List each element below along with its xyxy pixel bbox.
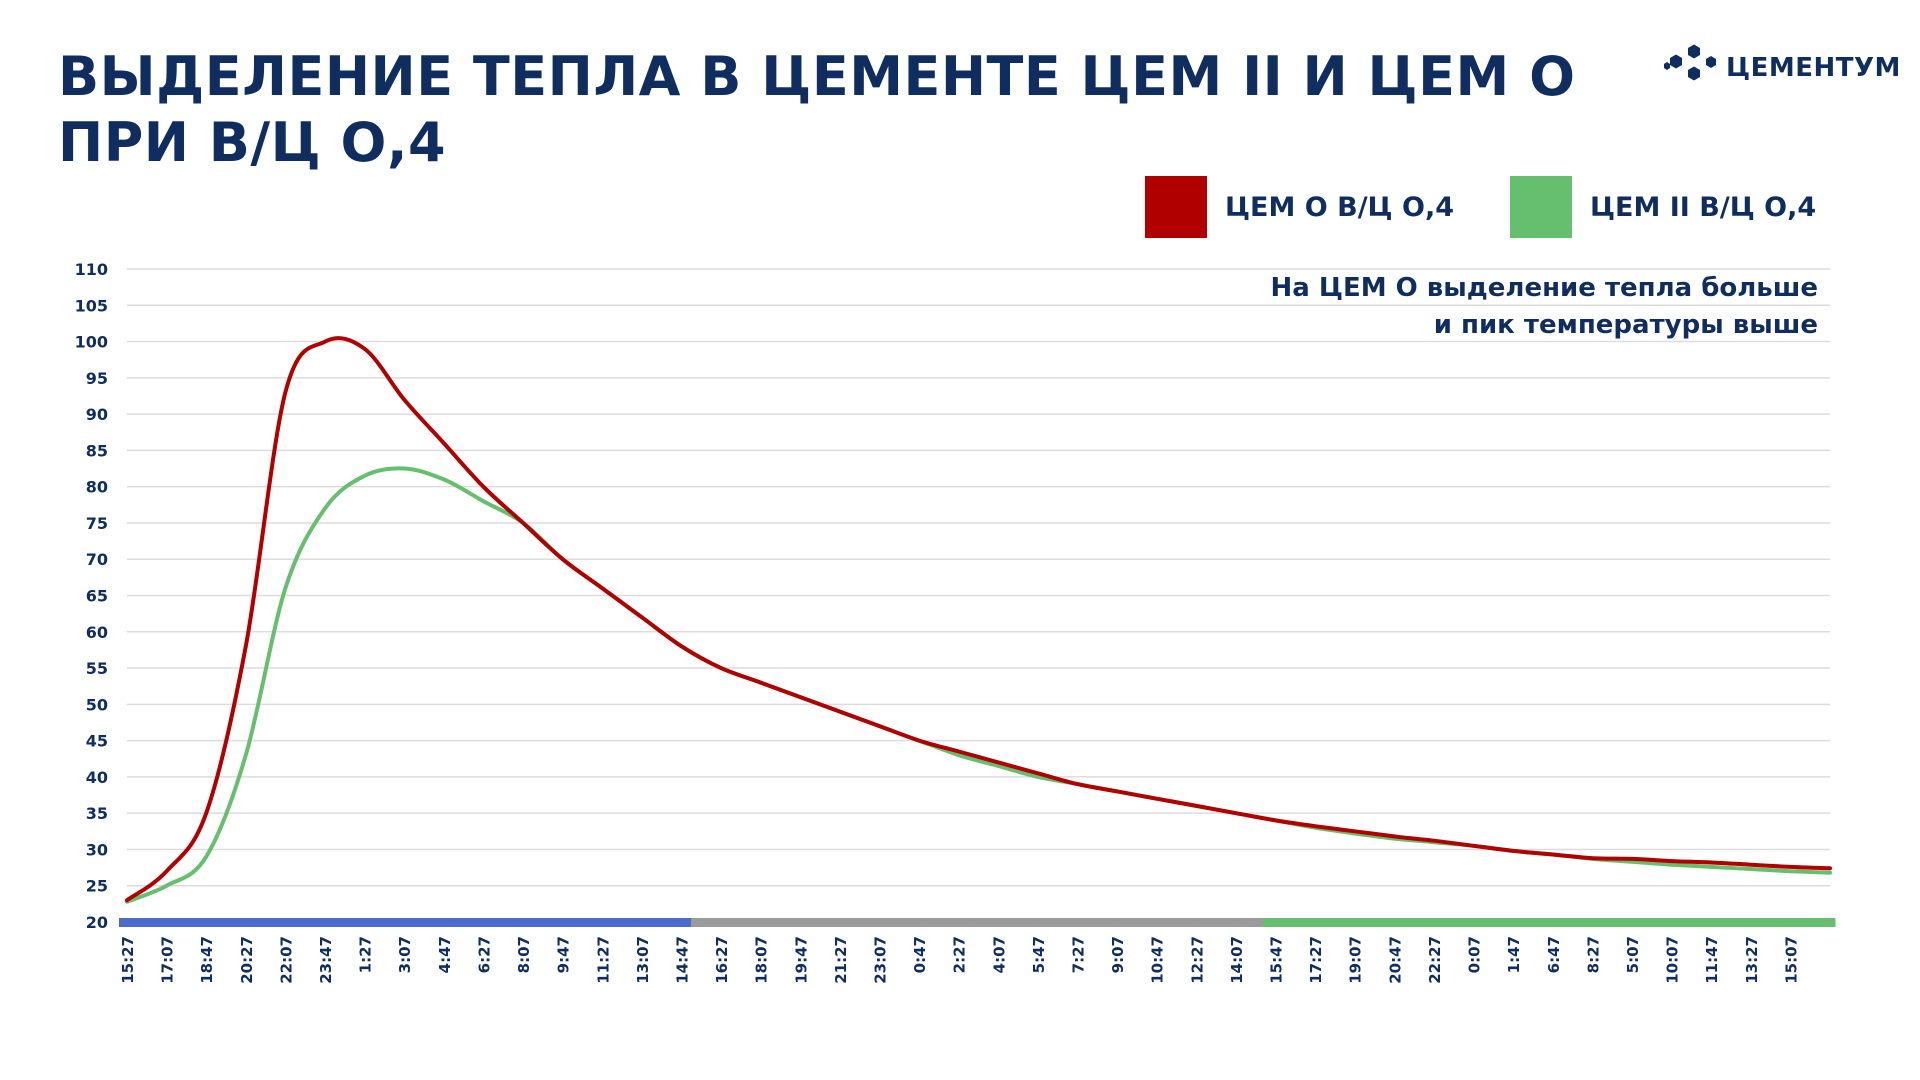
- title-line-1: ВЫДЕЛЕНИЕ ТЕПЛА В ЦЕМЕНТЕ ЦЕМ II И ЦЕМ О: [58, 45, 1576, 108]
- legend-label-cem-2: ЦЕМ II В/Ц О,4: [1590, 191, 1817, 223]
- x-tick-label: 19:07: [1347, 936, 1365, 984]
- logo-text: ЦЕМЕНТУМ: [1726, 53, 1901, 83]
- x-tick-label: 15:47: [1268, 936, 1286, 984]
- x-tick-label: 17:27: [1307, 936, 1325, 984]
- x-tick-label: 22:27: [1426, 936, 1444, 984]
- x-axis-period-bar-segment: [691, 918, 1264, 927]
- x-tick-label: 20:27: [238, 936, 256, 984]
- x-tick-label: 0:47: [911, 936, 929, 973]
- x-tick-label: 19:47: [792, 936, 810, 984]
- y-tick-label: 65: [86, 587, 108, 606]
- x-tick-label: 12:27: [1188, 936, 1206, 984]
- x-tick-label: 17:07: [159, 936, 177, 984]
- x-tick-label: 23:47: [317, 936, 335, 984]
- x-tick-label: 2:27: [951, 936, 969, 973]
- y-tick-label: 20: [86, 913, 108, 932]
- x-tick-label: 13:07: [634, 936, 652, 984]
- x-tick-label: 9:47: [555, 936, 573, 973]
- legend-item-cem-0: ЦЕМ О В/Ц О,4: [1145, 176, 1454, 238]
- x-tick-label: 7:27: [1070, 936, 1088, 973]
- y-tick-label: 110: [75, 260, 108, 279]
- y-tick-label: 75: [86, 514, 108, 533]
- title-line-2: ПРИ В/Ц О,4: [58, 111, 447, 174]
- x-tick-label: 13:27: [1743, 936, 1761, 984]
- annotation-line-2: и пик температуры выше: [1433, 310, 1818, 340]
- y-tick-label: 35: [86, 804, 108, 823]
- y-tick-label: 60: [86, 623, 108, 642]
- legend-swatch-cem-2: [1510, 176, 1572, 238]
- y-tick-label: 40: [86, 768, 108, 787]
- x-tick-label: 11:47: [1703, 936, 1721, 984]
- y-tick-label: 25: [86, 877, 108, 896]
- x-tick-label: 10:47: [1149, 936, 1167, 984]
- legend-item-cem-2: ЦЕМ II В/Ц О,4: [1510, 176, 1816, 238]
- chart-title: ВЫДЕЛЕНИЕ ТЕПЛА В ЦЕМЕНТЕ ЦЕМ II И ЦЕМ О…: [58, 44, 1575, 176]
- logo: ЦЕМЕНТУМ: [1660, 38, 1901, 98]
- series-line-cem-0: [125, 336, 1832, 903]
- x-axis-period-bar-segment: [1263, 918, 1836, 927]
- y-tick-label: 80: [86, 478, 108, 497]
- y-tick-label: 55: [86, 659, 108, 678]
- y-tick-label: 105: [75, 296, 108, 315]
- chart-annotation: На ЦЕМ О выделение тепла больше и пик те…: [1270, 270, 1818, 344]
- x-tick-label: 8:07: [515, 936, 533, 973]
- x-tick-label: 1:27: [357, 936, 375, 973]
- y-tick-label: 90: [86, 405, 108, 424]
- x-tick-label: 9:07: [1109, 936, 1127, 973]
- x-tick-label: 23:07: [871, 936, 889, 984]
- x-tick-label: 18:47: [198, 936, 216, 984]
- y-tick-label: 50: [86, 695, 108, 714]
- x-tick-label: 5:07: [1624, 936, 1642, 973]
- x-tick-label: 15:27: [119, 936, 137, 984]
- y-tick-label: 45: [86, 732, 108, 751]
- x-tick-label: 0:07: [1466, 936, 1484, 973]
- x-tick-label: 8:27: [1584, 936, 1602, 973]
- hexagon-cluster-icon: [1664, 44, 1716, 81]
- x-tick-label: 14:47: [673, 936, 691, 984]
- x-tick-label: 20:47: [1386, 936, 1404, 984]
- y-tick-label: 100: [75, 333, 108, 352]
- legend-swatch-cem-0: [1145, 176, 1207, 238]
- x-tick-label: 3:07: [396, 936, 414, 973]
- x-tick-label: 16:27: [713, 936, 731, 984]
- y-tick-label: 30: [86, 840, 108, 859]
- x-tick-label: 1:47: [1505, 936, 1523, 973]
- x-tick-label: 5:47: [1030, 936, 1048, 973]
- series-line-cem-2: [125, 466, 1832, 904]
- x-tick-label: 10:07: [1664, 936, 1682, 984]
- x-tick-label: 4:47: [436, 936, 454, 973]
- y-tick-label: 95: [86, 369, 108, 388]
- x-tick-label: 15:07: [1782, 936, 1800, 984]
- x-tick-label: 21:27: [832, 936, 850, 984]
- legend-label-cem-0: ЦЕМ О В/Ц О,4: [1225, 191, 1454, 223]
- x-tick-label: 22:07: [277, 936, 295, 984]
- x-tick-label: 6:27: [475, 936, 493, 973]
- x-tick-label: 6:47: [1545, 936, 1563, 973]
- x-tick-label: 14:07: [1228, 936, 1246, 984]
- y-tick-label: 85: [86, 441, 108, 460]
- x-axis-period-bar-segment: [119, 918, 692, 927]
- annotation-line-1: На ЦЕМ О выделение тепла больше: [1270, 273, 1818, 303]
- y-tick-label: 70: [86, 550, 108, 569]
- x-tick-label: 18:07: [753, 936, 771, 984]
- x-tick-label: 11:27: [594, 936, 612, 984]
- x-tick-label: 4:07: [990, 936, 1008, 973]
